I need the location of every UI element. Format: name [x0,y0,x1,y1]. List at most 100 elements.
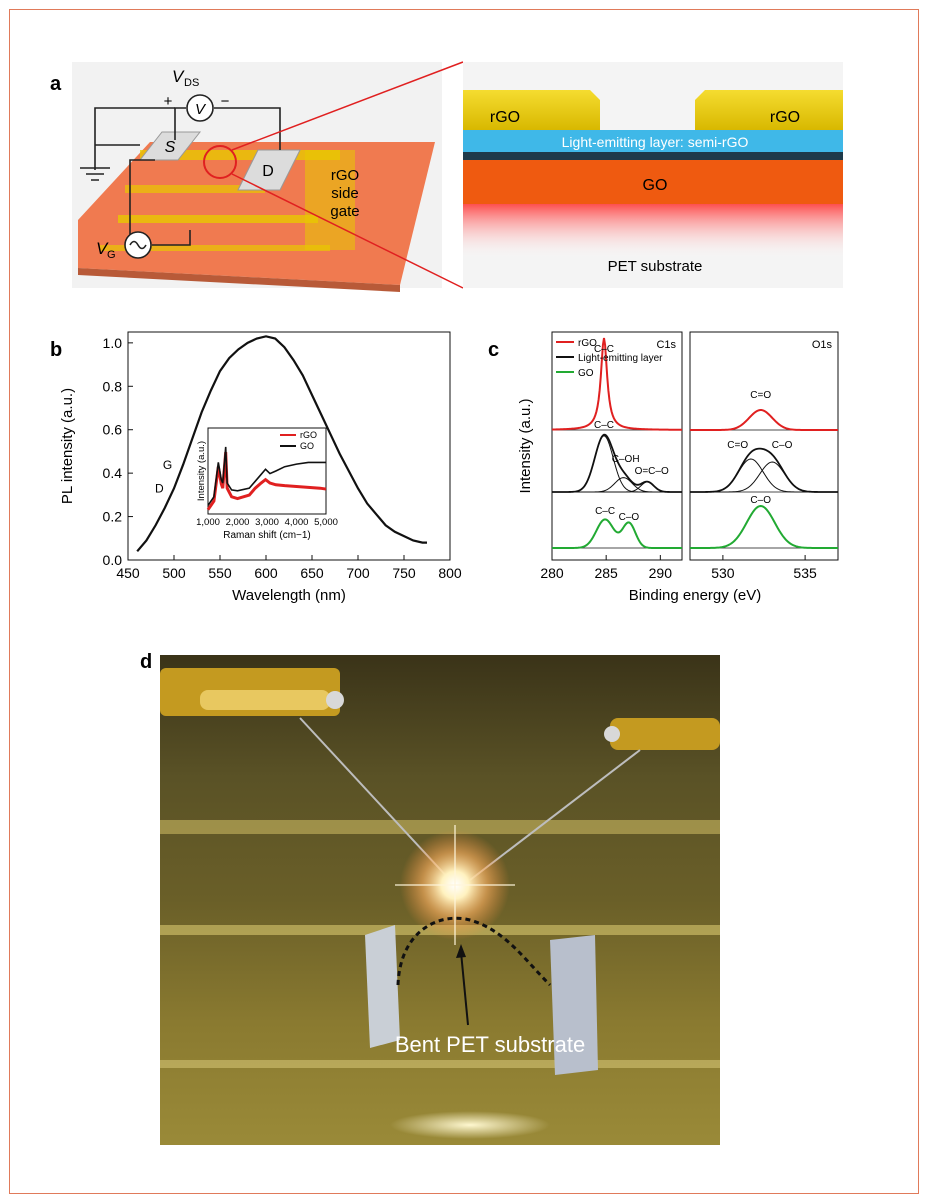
xps-chart: 280 285 290 C1s C–C C–C C–OHO=C–O C–C C–O rGO Ligh… [517,331,839,604]
y-tick-label: 0.4 [103,465,123,481]
go-layer [463,160,843,204]
x-tick-label: 550 [208,565,232,581]
x-tick-label: 500 [162,565,186,581]
rgo-electrode-left [463,90,600,130]
go-layer-label: GO [643,177,668,194]
vg-subscript: G [107,249,116,261]
subplot-title: O1s [812,339,833,351]
c1s-rgo [551,337,683,431]
x-tick-label: 800 [438,565,462,581]
voltmeter-icon [186,94,214,122]
y-tick-label: 0.2 [103,509,123,525]
y-tick-label: 0.0 [103,552,123,568]
x-tick-label: 535 [793,565,817,581]
y-tick-label: 0.8 [103,378,123,394]
side-gate-label-2: side [331,185,359,202]
xps-frame-O1s [689,331,839,561]
peak-label: C–O [772,440,793,451]
o1s-light-emitting [689,447,838,493]
x-axis-label: Binding energy (eV) [629,587,762,604]
x-tick-label: 285 [594,565,618,581]
panel-label-c: c [488,339,499,361]
light-emitting-layer [463,130,843,152]
inset-x-tick-label: 5,000 [314,517,338,528]
vds-subscript: DS [184,77,199,89]
c1s-oco-fit [552,481,683,493]
device-schematic: S D rGO side gate V + − V DS V G [72,62,442,292]
substrate-label: PET substrate [608,258,703,275]
plot-frame [127,331,451,561]
right-probe [604,718,720,750]
x-tick-label: 650 [300,565,324,581]
rgo-left-label: rGO [490,109,520,126]
subplot-title: C1s [656,339,676,351]
zoom-circle [203,145,237,179]
o1s-go [689,505,838,549]
voltmeter-label: V [195,101,207,118]
y-tick-label: 0.6 [103,422,123,438]
pl-spectrum-chart: 450 500 550 600 650 700 750 800 0.0 0.2 0.4 0.6 0.8 1… [59,331,462,604]
y-axis-label: Intensity (a.u.) [517,398,534,493]
o1s-rgo [690,409,838,431]
c1s-coh-fit [552,477,682,493]
inset-x-tick-label: 3,000 [255,517,279,528]
peak-label: C=O [727,440,748,451]
inset-legend-label: rGO [300,430,317,440]
device-photo: Bent PET substrate [160,655,720,1145]
xps-frame-C1s [551,331,683,561]
light-layer-label: Light-emitting layer: semi-rGO [562,134,749,150]
y-tick-label: 1.0 [103,335,123,351]
inset-x-label: Raman shift (cm−1) [223,530,311,541]
zoom-line-bottom [231,173,464,289]
peak-label: C–C [594,420,614,431]
x-tick-label: 530 [711,565,735,581]
x-tick-label: 600 [254,565,278,581]
x-tick-label: 450 [116,565,140,581]
legend-label: GO [578,368,594,379]
drain-label: D [262,163,274,180]
circuit-wiring [80,107,281,246]
peak-label: C=O [750,390,771,401]
x-tick-label: 700 [346,565,370,581]
peak-label: C–O [750,495,771,506]
zoom-line-top [231,61,464,151]
peak-label: C–OH [612,454,640,465]
inset-series-rGO [206,451,327,511]
source-electrode [138,131,202,161]
source-label: S [165,139,176,156]
left-probe [160,668,344,716]
inset-legend-label: GO [300,441,314,451]
caption-arrow [460,951,469,1026]
tape-right [550,935,598,1075]
inset-x-tick-label: 4,000 [285,517,309,528]
rgo-right-label: rGO [770,109,800,126]
vg-label: V [96,239,109,258]
annotation-g: G [163,458,172,472]
peak-label: C–C [594,344,614,355]
x-tick-label: 290 [649,565,673,581]
emission-glow [463,200,843,260]
bent-substrate-outline [396,916,552,987]
c1s-go [552,518,682,549]
cross-section: rGO rGO Light-emitting layer: semi-rGO G… [463,62,843,288]
peak-label: C–C [595,506,615,517]
vds-minus: − [221,93,230,110]
reflection-glow [390,1111,550,1139]
annotation-d: D [155,482,164,496]
legend-label: rGO [578,338,597,349]
peak-label: C–O [619,512,640,523]
vds-plus: + [164,93,173,110]
y-axis-label: PL intensity (a.u.) [59,388,76,504]
tape-left [365,925,400,1048]
panel-label-a: a [50,73,62,95]
vds-label: V [172,67,185,86]
panel-label-b: b [50,339,62,361]
inset-x-tick-label: 2,000 [226,517,250,528]
rgo-pattern [100,150,355,251]
inset-series-GO [207,446,326,506]
x-axis-label: Wavelength (nm) [232,587,346,604]
rgo-electrode-right [695,90,843,130]
o1s-co-fit [689,458,838,493]
inset-x-tick-label: 1,000 [196,517,220,528]
